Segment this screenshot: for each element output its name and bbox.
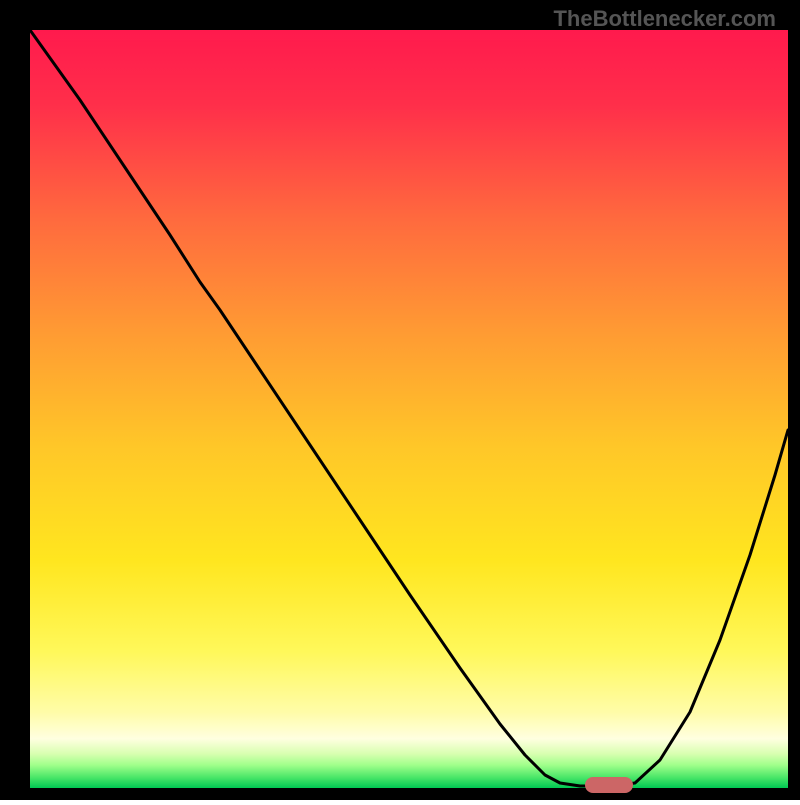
chart-svg (0, 0, 800, 800)
optimum-marker (585, 777, 633, 793)
watermark-text: TheBottlenecker.com (553, 6, 776, 32)
gradient-background (30, 30, 788, 788)
bottleneck-chart (0, 0, 800, 800)
